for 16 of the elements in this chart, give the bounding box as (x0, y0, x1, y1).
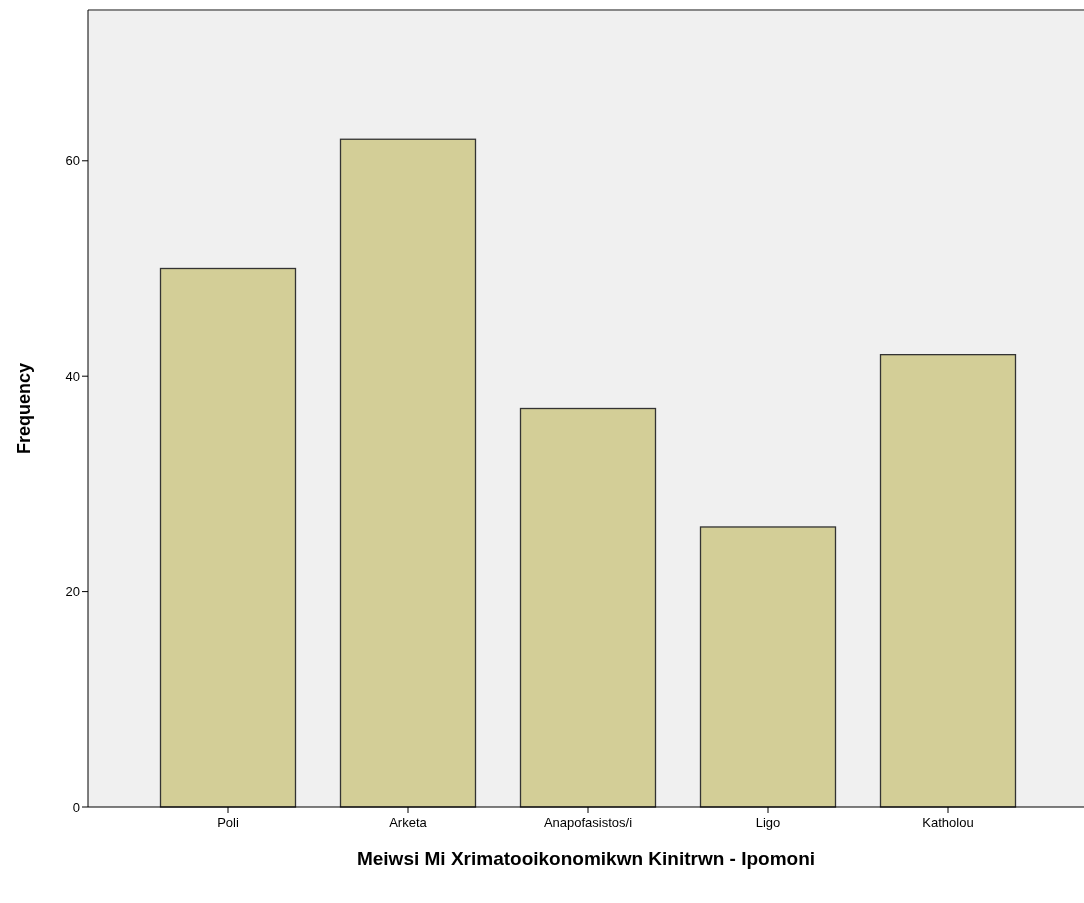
bar (159, 267, 297, 808)
y-tick-label: 40 (65, 368, 80, 384)
y-tick-label: 20 (65, 584, 80, 600)
x-tick-label: Arketa (389, 815, 428, 830)
x-axis-title: Meiwsi Mi Xrimatooikonomikwn Kinitrwn - Ipomoni (356, 848, 816, 869)
x-tick-label: Ligo (755, 815, 781, 830)
x-tick-label: Anapofasistos/i (543, 815, 633, 830)
bar (699, 526, 837, 808)
x-tick-label: Katholou (922, 815, 974, 830)
bar (879, 354, 1017, 808)
y-tick-label: 60 (65, 153, 80, 169)
y-axis-title: Frequency (14, 362, 34, 455)
bar (339, 138, 477, 808)
x-tick-label: Poli (217, 815, 239, 830)
bar (519, 407, 657, 808)
y-tick-label: 0 (72, 799, 80, 815)
